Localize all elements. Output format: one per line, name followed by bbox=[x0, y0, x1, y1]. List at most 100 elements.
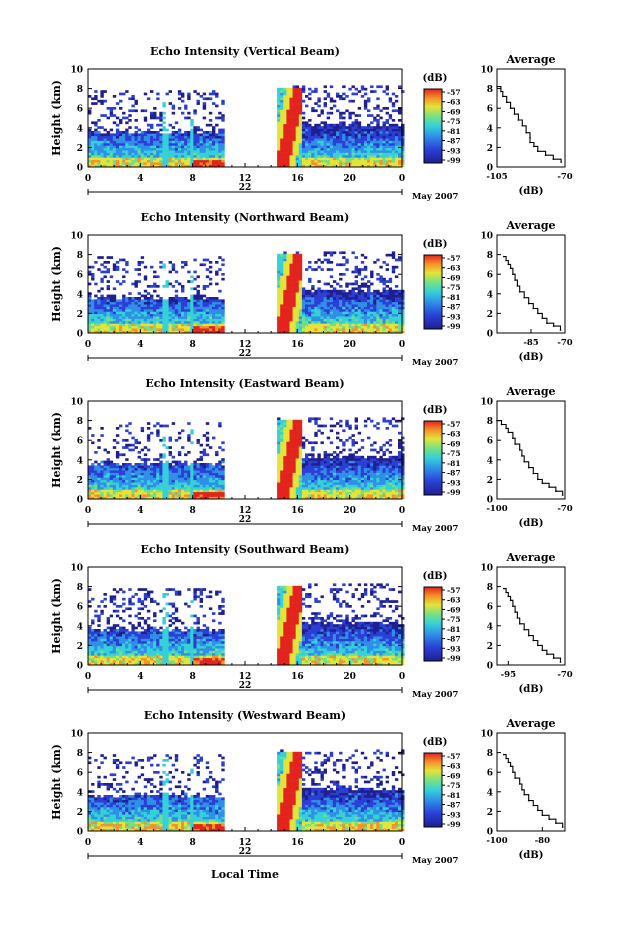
heatmap-cell bbox=[283, 273, 287, 276]
heatmap-cell bbox=[286, 441, 290, 445]
heatmap-cell bbox=[289, 285, 293, 288]
heatmap-cell bbox=[205, 422, 210, 425]
heatmap-cell bbox=[100, 309, 104, 312]
heatmap-cell bbox=[298, 159, 303, 163]
heatmap-cell bbox=[205, 97, 210, 101]
heatmap-cell bbox=[153, 311, 157, 315]
heatmap-cell bbox=[115, 131, 120, 134]
heatmap-cell bbox=[168, 446, 172, 449]
heatmap-cell bbox=[308, 152, 312, 156]
heatmap-cell bbox=[280, 102, 284, 105]
heatmap-cell bbox=[363, 107, 368, 110]
heatmap-cell bbox=[112, 479, 117, 483]
heatmap-cell bbox=[212, 145, 216, 149]
heatmap-cell bbox=[146, 316, 151, 319]
heatmap-cell bbox=[202, 484, 207, 488]
heatmap-cell bbox=[295, 422, 300, 425]
heatmap-cell bbox=[143, 145, 148, 149]
heatmap-cell bbox=[106, 316, 110, 319]
heatmap-cell bbox=[360, 292, 365, 295]
heatmap-cell bbox=[221, 299, 225, 303]
heatmap-cell bbox=[280, 285, 284, 288]
heatmap-cell bbox=[345, 164, 349, 168]
heatmap-cell bbox=[165, 135, 169, 139]
heatmap-cell bbox=[199, 301, 203, 305]
heatmap-cell bbox=[382, 90, 386, 93]
heatmap-cell bbox=[295, 99, 300, 103]
heatmap-cell bbox=[326, 133, 331, 137]
heatmap-cell bbox=[131, 465, 135, 469]
heatmap-cell bbox=[292, 306, 296, 310]
heatmap-cell bbox=[174, 439, 179, 442]
heatmap-cell bbox=[298, 299, 303, 303]
heatmap-cell bbox=[277, 147, 281, 151]
heatmap-cell bbox=[308, 318, 312, 322]
heatmap-cell bbox=[184, 313, 188, 317]
heatmap-cell bbox=[373, 133, 377, 137]
heatmap-cell bbox=[150, 330, 154, 334]
heatmap-cell bbox=[193, 145, 197, 149]
heatmap-cell bbox=[357, 285, 362, 288]
heatmap-cell bbox=[382, 321, 386, 324]
heatmap-cell bbox=[125, 467, 129, 471]
heatmap-cell bbox=[280, 422, 284, 425]
heatmap-cell bbox=[134, 268, 138, 271]
heatmap-cell bbox=[94, 489, 98, 493]
heatmap-cell bbox=[88, 162, 92, 165]
heatmap-cell bbox=[109, 463, 114, 466]
heatmap-cell bbox=[305, 458, 309, 461]
heatmap-cell bbox=[215, 465, 219, 469]
heatmap-cell bbox=[125, 463, 129, 466]
heatmap-cell bbox=[320, 121, 324, 125]
heatmap-cell bbox=[301, 316, 306, 319]
heatmap-cell bbox=[181, 482, 185, 485]
heatmap-cell bbox=[143, 465, 148, 469]
heatmap-cell bbox=[205, 304, 210, 307]
heatmap-cell bbox=[391, 251, 396, 255]
heatmap-cell bbox=[115, 157, 120, 161]
heatmap-cell bbox=[345, 325, 349, 329]
heatmap-cell bbox=[351, 126, 355, 129]
heatmap-cell bbox=[103, 128, 107, 132]
heatmap-cell bbox=[199, 465, 203, 469]
heatmap-cell bbox=[100, 99, 104, 103]
heatmap-cell bbox=[165, 304, 169, 307]
heatmap-cell bbox=[329, 309, 334, 312]
heatmap-cell bbox=[153, 131, 157, 134]
heatmap-cell bbox=[171, 152, 176, 156]
heatmap-cell bbox=[329, 292, 334, 295]
heatmap-cell bbox=[339, 131, 343, 134]
heatmap-cell bbox=[308, 159, 312, 163]
heatmap-cell bbox=[128, 422, 132, 425]
heatmap-cell bbox=[115, 164, 120, 168]
heatmap-cell bbox=[289, 316, 293, 319]
heatmap-cell bbox=[162, 116, 166, 120]
heatmap-cell bbox=[122, 155, 126, 158]
heatmap-cell bbox=[336, 123, 340, 127]
heatmap-cell bbox=[286, 289, 290, 293]
heatmap-cell bbox=[184, 491, 188, 495]
heatmap-cell bbox=[394, 294, 399, 298]
heatmap-cell bbox=[339, 277, 343, 281]
heatmap-cell bbox=[202, 330, 207, 334]
heatmap-cell bbox=[301, 135, 306, 139]
heatmap-cell bbox=[221, 465, 225, 469]
heatmap-cell bbox=[382, 297, 386, 300]
heatmap-cell bbox=[298, 328, 303, 331]
heatmap-cell bbox=[218, 150, 222, 153]
heatmap-cell bbox=[292, 467, 296, 471]
heatmap-cell bbox=[159, 328, 163, 331]
heatmap-cell bbox=[342, 111, 346, 115]
heatmap-cell bbox=[115, 268, 120, 271]
heatmap-cell bbox=[146, 304, 151, 307]
heatmap-cell bbox=[143, 487, 148, 490]
heatmap-cell bbox=[401, 135, 405, 139]
heatmap-cell bbox=[311, 446, 315, 449]
heatmap-cell bbox=[94, 316, 98, 319]
heatmap-cell bbox=[181, 155, 185, 158]
heatmap-cell bbox=[391, 102, 396, 105]
heatmap-cell bbox=[305, 311, 309, 315]
heatmap-cell bbox=[97, 126, 101, 129]
heatmap-cell bbox=[286, 263, 290, 267]
heatmap-cell bbox=[388, 133, 393, 137]
